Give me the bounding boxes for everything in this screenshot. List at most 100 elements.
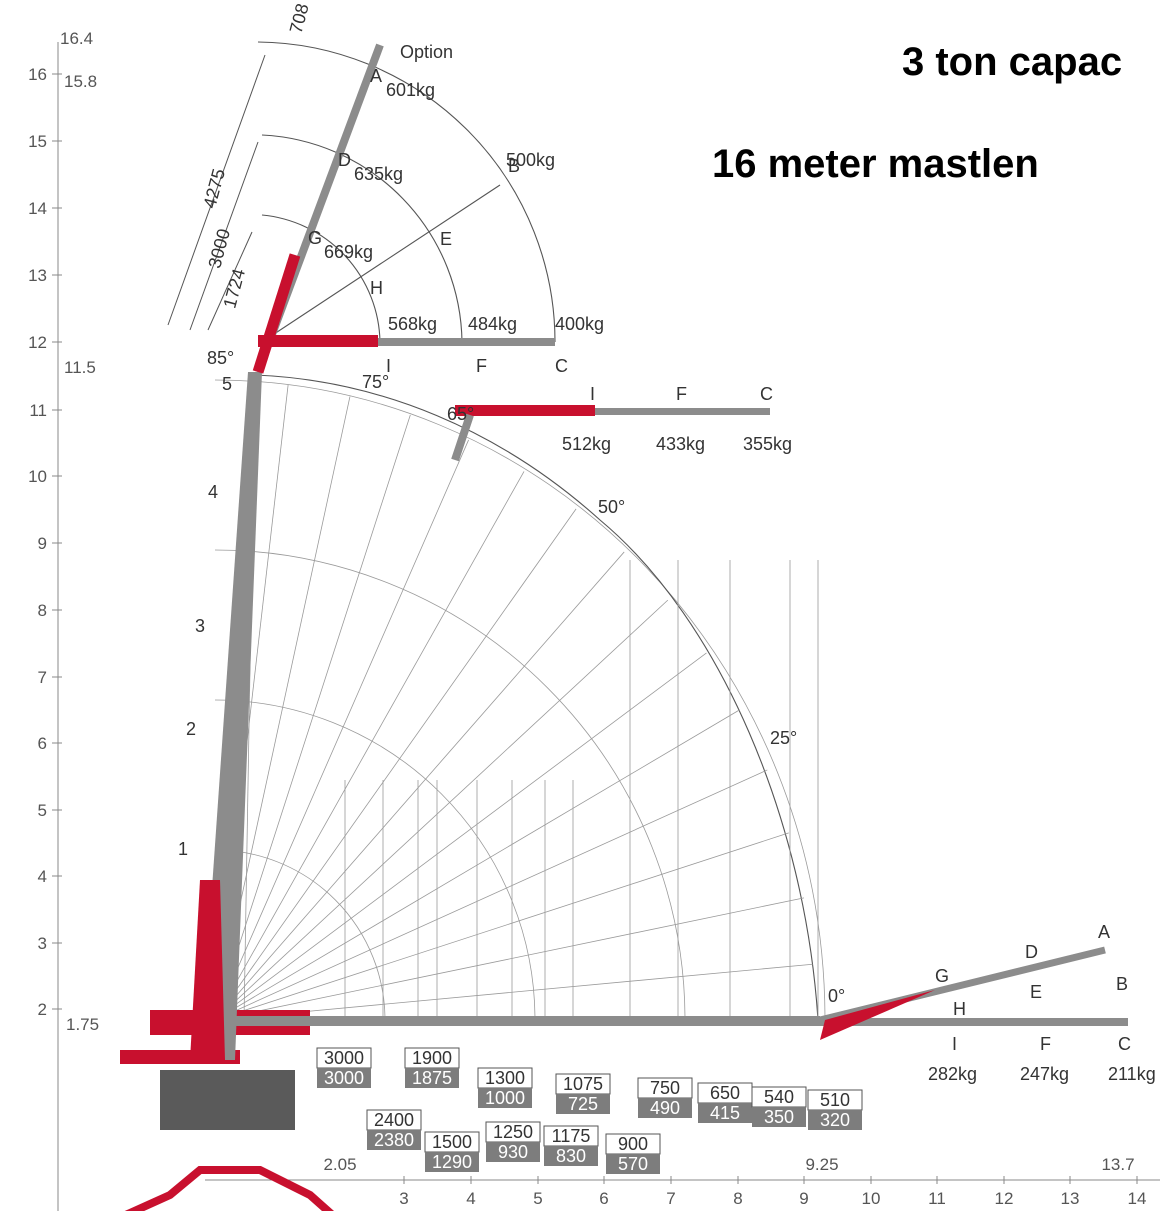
title-mastlength: 16 meter mastlen: [712, 142, 1039, 186]
x-tick-label: 12: [995, 1189, 1014, 1208]
mid-boom: [455, 408, 770, 415]
load-box-gray: [638, 1098, 692, 1118]
x-tick-label: 8: [733, 1189, 742, 1208]
load-value-gray: 1875: [412, 1068, 452, 1088]
x-tick-label: 4: [466, 1189, 475, 1208]
x-tick-label: 10: [862, 1189, 881, 1208]
load-value-white: 3000: [324, 1048, 364, 1068]
base-boom-point: H: [953, 999, 966, 1019]
range-radial: [214, 963, 813, 1021]
y-tick-label: 7: [38, 668, 47, 687]
load-value-white: 510: [820, 1090, 850, 1110]
mast-lower: [190, 880, 225, 1060]
load-box-gray: [606, 1154, 660, 1174]
load-box-gray: [367, 1130, 421, 1150]
angle-label: 25°: [770, 728, 797, 748]
top-boom-point: H: [370, 278, 383, 298]
load-value-gray: 350: [764, 1107, 794, 1127]
load-value-gray: 830: [556, 1146, 586, 1166]
mid-boom-point: F: [676, 384, 687, 404]
dimension-label: 4275: [199, 167, 229, 211]
top-boom-point: E: [440, 229, 452, 249]
load-value-white: 1075: [563, 1074, 603, 1094]
top-horizontal-point: C: [555, 356, 568, 376]
outrigger: [124, 1166, 335, 1211]
mid-boom-load: 433kg: [656, 434, 705, 454]
load-value-white: 1300: [485, 1068, 525, 1088]
mid-boom-load: 355kg: [743, 434, 792, 454]
base-jib-hydraulic: [820, 990, 935, 1040]
load-box-gray: [808, 1110, 862, 1130]
top-boom-point: G: [308, 228, 322, 248]
range-arc: [214, 379, 826, 1021]
top-boom-point: D: [338, 150, 351, 170]
load-value-gray: 490: [650, 1098, 680, 1118]
x-tick-label: 7: [666, 1189, 675, 1208]
range-radial: [214, 599, 669, 1021]
load-box-gray: [752, 1107, 806, 1127]
mid-boom-point: I: [590, 384, 595, 404]
base-boom-point: I: [952, 1034, 957, 1054]
y-special-label: 11.5: [64, 358, 96, 377]
mast-section-label: 4: [208, 482, 218, 502]
x-tick-label: 6: [599, 1189, 608, 1208]
base-boom-point: C: [1118, 1034, 1131, 1054]
load-value-gray: 1000: [485, 1088, 525, 1108]
mid-boom-point: C: [760, 384, 773, 404]
load-value-white: 650: [710, 1083, 740, 1103]
range-radial: [214, 769, 768, 1021]
x-tick-label: 9: [799, 1189, 808, 1208]
base-jib: [818, 1018, 1128, 1026]
load-value-gray: 415: [710, 1103, 740, 1123]
top-horizontal-load: 484kg: [468, 314, 517, 334]
y-special-label: 1.75: [66, 1015, 99, 1034]
x-tick-label: 11: [928, 1189, 946, 1208]
range-arc: [214, 699, 536, 1021]
top-boom-load: 500kg: [506, 150, 555, 170]
top-horizontal-point: I: [386, 356, 391, 376]
top-horizontal-load: 568kg: [388, 314, 437, 334]
dimension-line: [189, 141, 259, 331]
y-special-label: 15.8: [64, 72, 97, 91]
load-box-gray: [544, 1146, 598, 1166]
y-tick-label: 16: [28, 65, 47, 84]
angle-label: 0°: [828, 986, 845, 1006]
base-boom-point: E: [1030, 982, 1042, 1002]
x-special-label: 9.25: [805, 1155, 838, 1174]
load-value-white: 900: [618, 1134, 648, 1154]
load-value-gray: 2380: [374, 1130, 414, 1150]
load-value-white: 540: [764, 1087, 794, 1107]
mast-section-label: 2: [186, 719, 196, 739]
y-tick-label: 11: [29, 401, 47, 420]
mast-section-label: 3: [195, 616, 205, 636]
top-boom-point: B: [508, 156, 520, 176]
load-value-gray: 1290: [432, 1152, 472, 1172]
range-radial: [214, 471, 525, 1021]
top-boom-load: 601kg: [386, 80, 435, 100]
base-boom-point: A: [1098, 922, 1110, 942]
mast-section-label: 5: [222, 374, 232, 394]
y-tick-label: 3: [38, 934, 47, 953]
top-horizontal-load: 400kg: [555, 314, 604, 334]
top-radial: [261, 184, 501, 343]
y-tick-label: 15: [28, 132, 47, 151]
top-boom-point: Option: [400, 42, 453, 62]
dimension-label: 3000: [204, 227, 234, 271]
mid-boom-load: 512kg: [562, 434, 611, 454]
x-special-label: 13.7: [1101, 1155, 1134, 1174]
top-boom-load: 669kg: [324, 242, 373, 262]
load-box-gray: [698, 1103, 752, 1123]
base-boom-point: F: [1040, 1034, 1051, 1054]
angle-label: 75°: [362, 372, 389, 392]
dimension-label: 708: [286, 1, 313, 35]
y-tick-label: 9: [38, 534, 47, 553]
load-value-white: 1175: [552, 1126, 591, 1146]
angle-label: 50°: [598, 497, 625, 517]
title-capacity: 3 ton capac: [902, 40, 1123, 84]
top-boom-load: 635kg: [354, 164, 403, 184]
x-tick-label: 5: [533, 1189, 542, 1208]
load-box-gray: [478, 1088, 532, 1108]
load-box-gray: [486, 1142, 540, 1162]
